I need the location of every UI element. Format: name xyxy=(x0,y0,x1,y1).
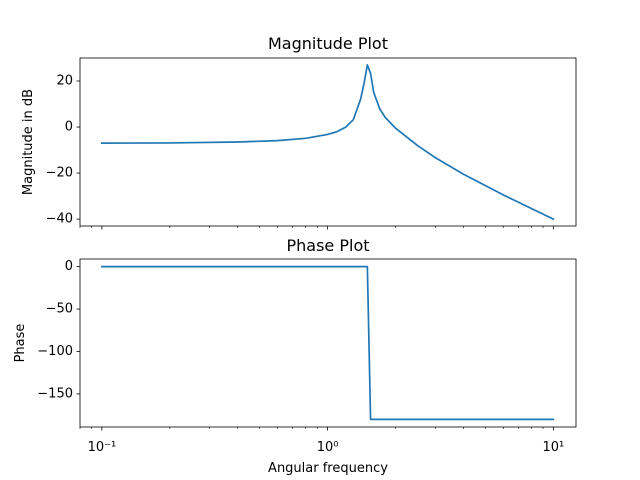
magnitude-y-tick-label: −20 xyxy=(46,166,73,181)
phase-y-ticks: 0 −50 −100 −150 xyxy=(37,259,80,401)
phase-y-tick-label: 0 xyxy=(65,259,73,274)
magnitude-y-ticks: 20 0 −20 −40 xyxy=(46,74,80,227)
phase-x-ticks: 10⁻¹ 10⁰ 10¹ xyxy=(79,427,564,455)
phase-x-tick-label: 10¹ xyxy=(542,440,564,455)
phase-series-line xyxy=(101,265,555,421)
phase-x-axis-label: Angular frequency xyxy=(268,461,388,476)
magnitude-axes-frame xyxy=(79,57,577,227)
magnitude-y-tick: 20 xyxy=(56,74,80,89)
phase-title: Phase Plot xyxy=(286,236,369,255)
phase-y-tick-label: −50 xyxy=(46,302,73,317)
magnitude-y-tick: 0 xyxy=(65,120,80,135)
phase-y-tick: −150 xyxy=(37,386,80,401)
phase-y-tick: −50 xyxy=(46,302,80,317)
magnitude-series-line xyxy=(101,64,555,221)
magnitude-title: Magnitude Plot xyxy=(268,34,388,53)
phase-x-tick-label: 10⁻¹ xyxy=(88,440,117,455)
phase-y-tick: −100 xyxy=(37,344,80,359)
phase-subplot: Phase Plot 0 −50 −100 −150 10⁻¹ 10⁰ xyxy=(13,236,577,476)
magnitude-y-tick-label: 20 xyxy=(56,74,73,89)
magnitude-y-tick: −20 xyxy=(46,166,80,181)
phase-y-tick: 0 xyxy=(65,259,80,274)
phase-x-tick-label: 10⁰ xyxy=(317,440,339,455)
magnitude-y-tick: −40 xyxy=(46,212,80,227)
magnitude-x-ticks xyxy=(79,226,554,230)
phase-y-axis-label: Phase xyxy=(13,324,28,363)
phase-axes-frame xyxy=(79,258,577,428)
magnitude-y-axis-label: Magnitude in dB xyxy=(21,89,36,195)
phase-y-tick-label: −150 xyxy=(37,386,73,401)
phase-y-tick-label: −100 xyxy=(37,344,73,359)
magnitude-y-tick-label: −40 xyxy=(46,212,73,227)
magnitude-y-tick-label: 0 xyxy=(65,120,73,135)
magnitude-subplot: Magnitude Plot 20 0 −20 −40 Magnitude in… xyxy=(21,34,577,230)
